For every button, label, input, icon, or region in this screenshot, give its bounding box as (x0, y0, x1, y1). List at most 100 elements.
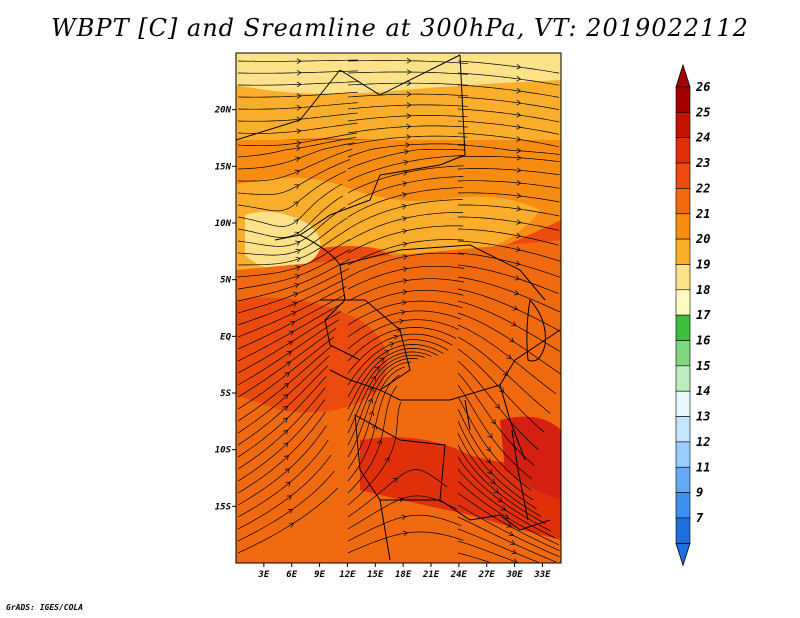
colorbar-label: 16 (696, 334, 710, 348)
streamline (347, 60, 468, 64)
streamline (237, 439, 329, 518)
streamline (347, 289, 464, 314)
colorbar-swatch (675, 289, 691, 316)
lat-tick-label: EQ (220, 332, 231, 342)
streamline-arrow (296, 81, 302, 88)
streamline (238, 148, 353, 182)
lake-victoria (526, 298, 546, 362)
streamline (347, 115, 468, 122)
streamline-arrow (516, 206, 522, 212)
streamline-arrow (516, 112, 522, 118)
lon-tick-label: 3E (257, 570, 269, 580)
streamline (347, 225, 464, 254)
streamline-arrow (516, 136, 522, 142)
streamline-arrow (282, 429, 288, 435)
streamline (347, 531, 464, 554)
streamline (237, 294, 346, 350)
colorbar-label: 7 (696, 511, 704, 525)
streamline (347, 176, 464, 206)
streamline-arrow (398, 497, 404, 503)
colorbar-label: 25 (695, 105, 710, 119)
colorbar-label: 20 (695, 232, 710, 246)
streamline-arrow (402, 289, 408, 295)
streamline-arrow (295, 240, 301, 246)
lon-tick-label: 33E (533, 570, 551, 580)
streamline (347, 339, 449, 386)
streamline-arrow (515, 260, 521, 267)
colorbar-swatch (675, 264, 691, 291)
streamline-arrow (490, 419, 496, 425)
streamline (237, 336, 335, 410)
streamline (457, 96, 560, 110)
streamline (237, 345, 332, 422)
streamline (237, 425, 327, 506)
streamline (237, 285, 347, 338)
streamline (237, 454, 332, 530)
streamline (457, 156, 560, 163)
streamline (237, 59, 359, 62)
lat-tick-label: 5S (220, 389, 231, 399)
streamline-arrow (516, 147, 522, 154)
colorbar-label: 19 (696, 257, 710, 271)
colorbar-swatch (675, 340, 691, 367)
streamline-arrow (516, 75, 522, 82)
latitude-axis: 20N 15N 10N 5N EQ 5S 10S 15S (214, 106, 236, 512)
streamline-arrow (511, 321, 517, 327)
streamline-arrow (293, 219, 299, 225)
streamline-arrow (402, 241, 408, 247)
streamline-arrow (401, 514, 407, 521)
streamline-arrow (510, 540, 516, 546)
streamline (237, 470, 335, 542)
streamline-arrow (401, 216, 408, 222)
streamline (457, 384, 532, 480)
streamline-arrow (487, 433, 493, 439)
streamline-arrow (292, 301, 298, 307)
streamline (347, 93, 468, 98)
streamline (347, 148, 466, 170)
streamline (457, 120, 560, 135)
streamline (347, 344, 444, 398)
streamline (457, 420, 537, 510)
streamline (347, 265, 465, 290)
streamline (347, 310, 462, 338)
streamline (237, 387, 326, 470)
streamline (237, 206, 346, 247)
streamline-arrow (503, 370, 509, 376)
streamline (457, 504, 560, 558)
streamline (347, 143, 467, 158)
lat-tick-label: 10N (215, 219, 232, 229)
colorbar-swatch (675, 238, 691, 265)
streamline-arrow (368, 410, 375, 417)
colorbar-swatch (675, 112, 691, 138)
streamline (237, 132, 358, 147)
colorbar-label: 13 (696, 410, 710, 424)
streamline-arrow (296, 69, 302, 76)
colorbar-label: 22 (695, 181, 710, 195)
streamline (347, 125, 468, 134)
colorbar-label: 26 (695, 80, 710, 94)
streamline (238, 91, 358, 98)
lat-tick-label: 15S (215, 502, 232, 512)
streamline-arrow (406, 57, 412, 64)
streamline-arrow (403, 159, 409, 166)
streamline (237, 365, 328, 446)
streamline-arrow (400, 309, 406, 316)
streamline (457, 228, 559, 246)
streamline-arrow (374, 366, 380, 372)
streamline (237, 487, 339, 554)
field-mozambique-warm (500, 416, 561, 500)
streamline-arrow (295, 156, 301, 162)
streamline (238, 70, 359, 74)
streamline (347, 319, 459, 350)
streamline (347, 252, 465, 278)
streamline (457, 552, 490, 563)
plot-frame (235, 52, 562, 564)
streamline (237, 328, 337, 398)
colorbar-swatch (675, 492, 691, 519)
lat-tick-label: 15N (215, 162, 232, 172)
streamline (457, 492, 560, 551)
field-southern-warm (360, 437, 561, 540)
lon-tick-label: 9E (314, 570, 325, 580)
border-sahara (236, 54, 466, 241)
